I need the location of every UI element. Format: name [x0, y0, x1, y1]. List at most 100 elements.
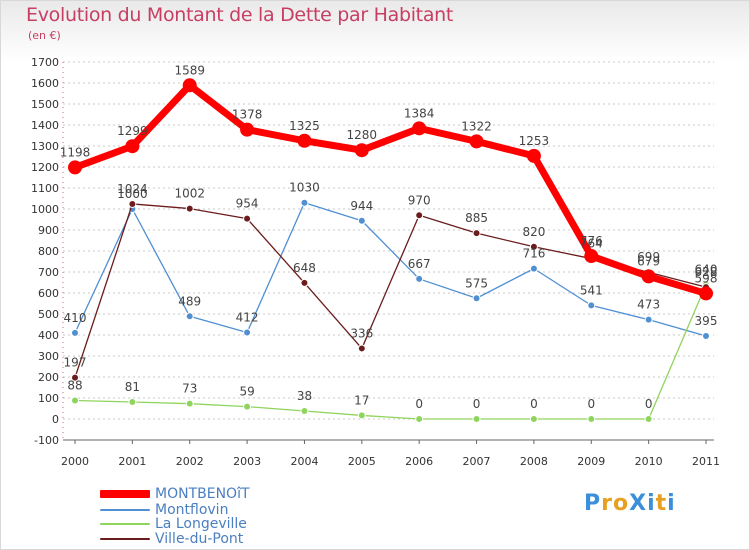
x-tick-label: 2009 [577, 455, 605, 468]
data-label: 598 [695, 271, 718, 285]
data-label: 410 [64, 311, 87, 325]
data-point [587, 415, 596, 423]
data-label: 679 [637, 254, 660, 268]
data-label: 648 [293, 261, 316, 275]
data-point [584, 249, 599, 264]
y-tick-label: 500 [38, 308, 59, 321]
series-line-0 [71, 81, 710, 297]
data-point [300, 407, 309, 416]
y-tick-label: 1100 [31, 182, 59, 195]
data-point [354, 143, 369, 158]
y-tick-label: 1200 [31, 161, 59, 174]
x-tick-label: 2001 [118, 455, 146, 468]
data-point [412, 121, 427, 136]
x-tick-label: 2005 [348, 455, 376, 468]
data-label: 395 [695, 314, 718, 328]
legend-item: MONTBENOîT [100, 486, 250, 502]
logo-letter: i [647, 491, 656, 516]
data-point [128, 397, 137, 406]
data-label: 1589 [174, 63, 205, 77]
data-label: 640 [695, 263, 718, 277]
data-label: 1198 [60, 145, 91, 159]
data-point [472, 229, 481, 238]
data-point [415, 211, 424, 220]
data-label: 473 [637, 298, 660, 312]
series-line-1 [74, 202, 707, 337]
data-label: 1030 [289, 181, 320, 195]
legend-swatch [100, 509, 150, 511]
y-tick-label: 1000 [31, 203, 59, 216]
data-point [357, 344, 366, 353]
data-point [68, 160, 82, 175]
logo-letter: P [584, 491, 602, 516]
x-tick-label: 2010 [635, 455, 663, 468]
x-tick-label: 2003 [233, 455, 261, 468]
unit-label: (en €) [28, 29, 61, 42]
data-label: 1378 [232, 108, 263, 122]
data-label: 628 [695, 265, 718, 279]
data-point [587, 301, 596, 310]
data-label: 0 [587, 397, 595, 411]
data-label: 1384 [404, 106, 435, 120]
data-label: 699 [637, 250, 660, 264]
y-tick-label: 100 [38, 392, 59, 405]
legend-label: La Longeville [155, 516, 247, 532]
data-label: 764 [580, 237, 603, 251]
data-point [472, 415, 481, 423]
data-label: 0 [473, 397, 481, 411]
data-label: 38 [297, 389, 312, 403]
data-label: 489 [178, 294, 201, 308]
y-tick-label: -100 [34, 434, 59, 447]
data-point [243, 402, 252, 411]
logo-letter: o [612, 491, 630, 516]
x-tick-label: 2006 [405, 455, 433, 468]
data-label: 1000 [117, 187, 148, 201]
data-label: 412 [236, 310, 259, 324]
x-tick-label: 2002 [176, 455, 204, 468]
data-label: 73 [182, 382, 197, 396]
y-tick-label: 400 [38, 329, 59, 342]
data-point [529, 264, 538, 273]
legend-swatch [100, 490, 150, 498]
y-tick-label: 900 [38, 224, 59, 237]
data-label: 667 [408, 257, 431, 271]
data-point [644, 315, 653, 324]
data-label: 944 [350, 199, 373, 213]
logo-letter: r [601, 491, 613, 516]
data-point [240, 122, 255, 137]
data-point [300, 198, 309, 207]
logo-letter: t [655, 491, 668, 516]
data-point [297, 133, 312, 148]
data-point [415, 415, 424, 423]
data-point [128, 199, 137, 208]
data-label: 575 [465, 276, 488, 290]
legend-item: Montflovin [100, 502, 228, 518]
data-point [415, 274, 424, 283]
y-tick-label: 1300 [31, 140, 59, 153]
y-tick-label: 1400 [31, 119, 59, 132]
data-point [526, 148, 541, 163]
data-label: 0 [645, 397, 653, 411]
data-point [357, 411, 366, 420]
data-label: 1322 [461, 119, 492, 133]
data-label: 885 [465, 211, 488, 225]
data-label: 17 [354, 393, 369, 407]
legend-item: Ville-du-Pont [100, 531, 243, 547]
data-point [357, 216, 366, 225]
legend-swatch [100, 538, 150, 540]
data-label: 776 [580, 234, 603, 248]
series-line-2 [74, 283, 707, 420]
y-tick-label: 200 [38, 371, 59, 384]
data-point [699, 286, 713, 301]
data-point [469, 134, 484, 149]
x-tick-label: 2004 [290, 455, 318, 468]
data-label: 1253 [519, 134, 550, 148]
x-tick-label: 2007 [463, 455, 491, 468]
proxiti-logo: ProXiti [584, 491, 676, 516]
y-tick-label: 1700 [31, 56, 59, 69]
data-label: 1325 [289, 119, 320, 133]
data-point [185, 204, 194, 213]
y-tick-label: 300 [38, 350, 59, 363]
